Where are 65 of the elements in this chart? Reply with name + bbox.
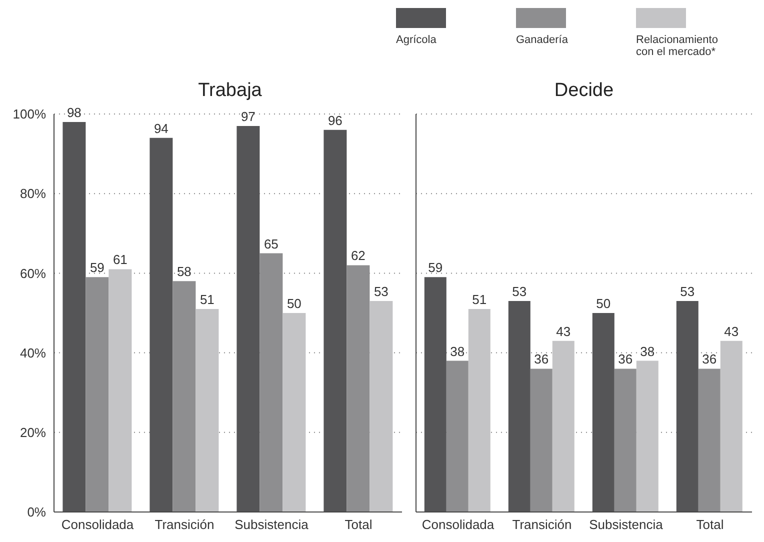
x-tick-label: Transición [154, 517, 214, 532]
bar [468, 309, 490, 512]
x-tick-label: Total [344, 517, 372, 532]
data-label: 36 [618, 352, 633, 367]
data-label: 58 [176, 264, 192, 280]
x-tick-label: Subsistencia [234, 517, 310, 532]
bar [592, 313, 614, 512]
data-label: 50 [596, 296, 611, 311]
data-label: 53 [374, 284, 388, 300]
bar [446, 360, 468, 512]
bar [720, 340, 742, 512]
bar [324, 130, 347, 512]
bar [62, 122, 86, 512]
bar [552, 340, 574, 512]
bar [370, 301, 393, 512]
y-tick-label: 40% [20, 345, 46, 360]
data-label: 59 [90, 260, 104, 276]
data-label: 65 [264, 236, 278, 252]
data-label: 62 [350, 248, 366, 264]
bar [636, 360, 658, 512]
x-tick-label: Subsistencia [589, 517, 664, 532]
data-label: 94 [154, 120, 168, 136]
legend-label: Relacionamiento con el mercado* [636, 34, 719, 58]
data-label: 43 [724, 324, 739, 339]
data-label: 43 [556, 324, 571, 339]
y-tick-label: 100% [12, 106, 46, 122]
x-tick-label: Consolidada [61, 517, 134, 532]
data-label: 53 [680, 284, 695, 300]
y-tick-label: 20% [20, 425, 46, 440]
bar [530, 368, 552, 512]
bar [196, 309, 219, 512]
bar [172, 281, 196, 512]
bar [150, 138, 173, 512]
x-tick-label: Transición [512, 517, 572, 532]
x-tick-label: Consolidada [422, 517, 495, 532]
legend-label: Agrícola [396, 34, 438, 46]
bar [86, 277, 109, 512]
data-label: 38 [640, 344, 655, 359]
bar [614, 368, 636, 512]
data-label: 97 [240, 108, 256, 124]
y-tick-label: 0% [27, 504, 46, 520]
data-label: 59 [428, 260, 443, 276]
data-label: 36 [534, 352, 549, 367]
bar [108, 269, 132, 512]
data-label: 53 [512, 284, 527, 300]
x-tick-label: Total [696, 517, 724, 532]
chart-title: Trabaja [197, 80, 263, 102]
y-tick-label: 80% [20, 186, 46, 202]
bar [698, 368, 720, 512]
bar [508, 301, 530, 512]
bar [282, 313, 306, 512]
bar [424, 277, 446, 512]
y-tick-label: 60% [20, 266, 46, 281]
chart-title: Decide [553, 80, 615, 102]
data-label: 50 [286, 296, 302, 311]
data-label: 96 [328, 112, 342, 128]
bar [236, 126, 260, 512]
data-label: 51 [472, 292, 487, 308]
data-label: 61 [112, 252, 128, 268]
data-label: 36 [702, 352, 717, 367]
data-label: 51 [200, 292, 214, 308]
data-label: 38 [450, 344, 465, 359]
bar [676, 301, 698, 512]
data-label: 98 [66, 104, 82, 120]
legend-label: Ganadería [516, 34, 569, 46]
